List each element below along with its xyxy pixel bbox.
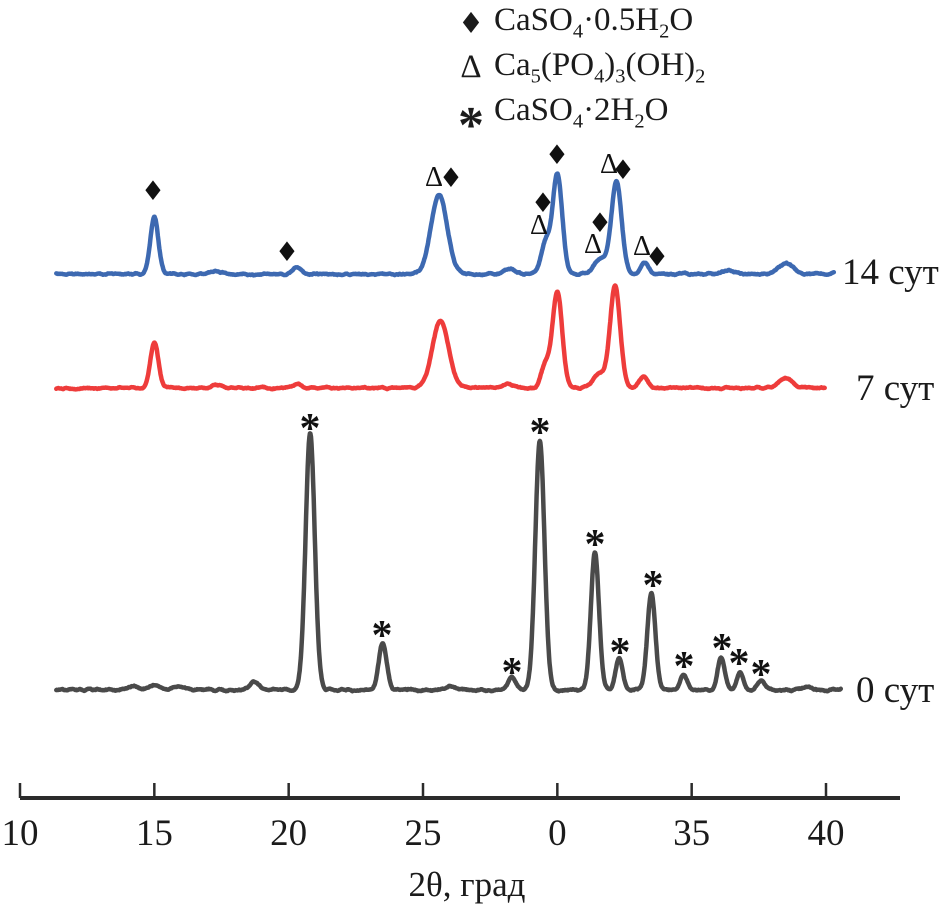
- series-label-0-days: 0 сут: [856, 670, 934, 711]
- legend: ♦ CaSO4·0.5H2O Δ Ca5(PO4)3(OH)2 * CaSO4·2H2O: [448, 0, 705, 154]
- legend-formula: CaSO4·0.5H2O: [494, 1, 694, 43]
- x-axis-tick-label: 15: [136, 813, 173, 854]
- triangle-peak-marker: Δ: [425, 162, 443, 193]
- curve-7-days: [54, 283, 827, 392]
- diamond-peak-marker: ♦: [588, 208, 612, 239]
- series-label-14-days: 14 сут: [842, 252, 939, 293]
- legend-item: Δ Ca5(PO4)3(OH)2: [448, 45, 705, 90]
- legend-item: * CaSO4·2H2O: [448, 90, 705, 154]
- diamond-peak-marker: ♦: [645, 242, 669, 273]
- x-axis-title: 2θ, град: [409, 865, 526, 904]
- asterisk-peak-marker: *: [643, 563, 664, 609]
- triangle-icon: Δ: [460, 49, 482, 85]
- legend-formula: Ca5(PO4)3(OH)2: [494, 46, 706, 88]
- legend-item: ♦ CaSO4·0.5H2O: [448, 0, 705, 45]
- x-axis-tick-label: 10: [2, 813, 39, 854]
- triangle-peak-marker: Δ: [530, 210, 548, 241]
- x-axis-tick-label: 20: [270, 813, 307, 854]
- triangle-peak-marker: Δ: [584, 229, 602, 260]
- asterisk-peak-marker: *: [712, 626, 733, 672]
- diamond-peak-marker: ♦: [141, 176, 165, 207]
- asterisk-peak-marker: *: [530, 410, 551, 456]
- asterisk-peak-marker: *: [729, 641, 750, 687]
- x-axis-tick-label: 35: [673, 813, 710, 854]
- curve-0-days: [54, 431, 844, 694]
- triangle-peak-marker: Δ: [633, 231, 651, 262]
- diamond-peak-marker: ♦: [439, 163, 463, 194]
- x-axis-tick-label: 40: [808, 813, 845, 854]
- asterisk-peak-marker: *: [502, 650, 523, 696]
- series-label-7-days: 7 сут: [856, 368, 934, 409]
- x-axis-tick-label: 0: [548, 813, 567, 854]
- triangle-peak-marker: Δ: [600, 149, 618, 180]
- curve-14-days: [54, 171, 837, 278]
- legend-formula: CaSO4·2H2O: [494, 91, 669, 133]
- asterisk-peak-marker: *: [300, 406, 321, 452]
- diamond-peak-marker: ♦: [611, 155, 635, 186]
- diamond-peak-marker: ♦: [545, 140, 569, 171]
- asterisk-peak-marker: *: [585, 522, 606, 568]
- diamond-peak-marker: ♦: [275, 237, 299, 268]
- diamond-peak-marker: ♦: [531, 188, 555, 219]
- asterisk-peak-marker: *: [610, 630, 631, 676]
- x-axis-tick-label: 25: [405, 813, 442, 854]
- diamond-icon: ♦: [458, 5, 484, 40]
- asterisk-peak-marker: *: [372, 613, 393, 659]
- asterisk-peak-marker: *: [674, 644, 695, 690]
- asterisk-icon: *: [458, 97, 484, 154]
- asterisk-peak-marker: *: [751, 652, 772, 698]
